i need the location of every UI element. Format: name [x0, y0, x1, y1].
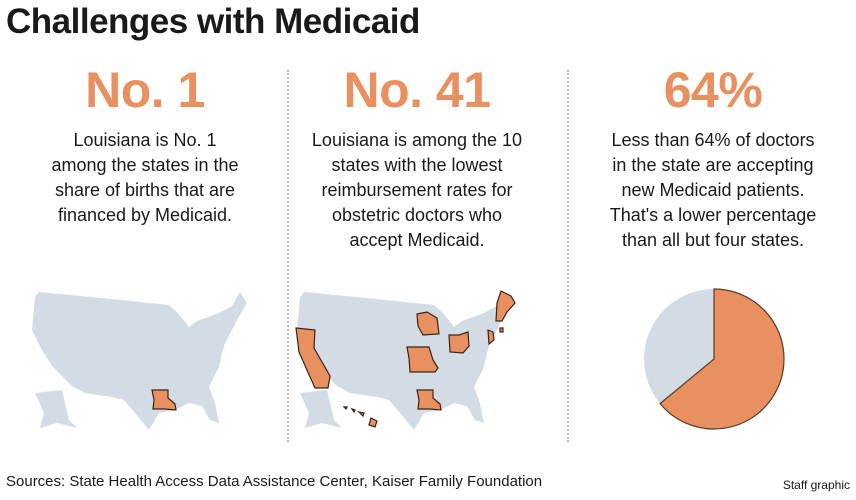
dotted-divider	[567, 70, 569, 442]
state-rhode-island	[499, 327, 504, 333]
description: Less than 64% of doctors in the state ar…	[578, 128, 848, 253]
headline-stat: No. 1	[85, 62, 205, 118]
column-doctors: 64% Less than 64% of doctors in the stat…	[578, 62, 848, 253]
description-line: states with the lowest	[331, 155, 503, 175]
alaska-shape	[35, 390, 77, 428]
state-ohio	[448, 331, 470, 354]
dotted-divider	[287, 70, 289, 442]
state-louisiana	[416, 389, 442, 411]
description-line: than all but four states.	[621, 230, 805, 250]
description-line: new Medicaid patients.	[621, 180, 805, 200]
staff-credit: Staff graphic	[782, 478, 850, 492]
us-map-louisiana	[32, 292, 247, 430]
state-missouri	[406, 346, 439, 373]
state-new-jersey	[487, 329, 495, 346]
description-line: among the states in the	[51, 155, 239, 175]
description-line: That's a lower percentage	[609, 205, 817, 225]
pie-chart	[644, 288, 785, 430]
description: Louisiana is No. 1 among the states in t…	[10, 128, 280, 228]
description-line: Less than 64% of doctors	[611, 130, 815, 150]
alaska-shape	[300, 390, 342, 428]
column-reimbursement: No. 41 Louisiana is among the 10 states …	[282, 62, 552, 253]
description-line: accept Medicaid.	[349, 230, 485, 250]
description-line: reimbursement rates for	[321, 180, 513, 200]
description-line: in the state are accepting	[612, 155, 814, 175]
us-outline	[297, 292, 512, 430]
us-outline	[32, 292, 247, 430]
description-line: Louisiana is among the 10	[311, 130, 523, 150]
sources-note: Sources: State Health Access Data Assist…	[6, 473, 543, 490]
state-louisiana	[151, 389, 177, 411]
page-title: Challenges with Medicaid	[6, 2, 420, 41]
state-hawaii	[342, 406, 378, 428]
column-births: No. 1 Louisiana is No. 1 among the state…	[10, 62, 280, 228]
description-line: Louisiana is No. 1	[73, 130, 217, 150]
headline-stat: No. 41	[343, 62, 491, 118]
description: Louisiana is among the 10 states with th…	[282, 128, 552, 253]
pie-slice-accepting	[659, 288, 785, 430]
state-california	[295, 327, 331, 389]
us-map-lowest-reimbursement	[295, 290, 516, 430]
state-new-england	[495, 290, 516, 322]
description-line: share of births that are	[54, 180, 236, 200]
state-wisconsin	[416, 311, 440, 336]
description-line: financed by Medicaid.	[57, 205, 233, 225]
description-line: obstetric doctors who	[331, 205, 503, 225]
headline-stat: 64%	[663, 62, 763, 118]
